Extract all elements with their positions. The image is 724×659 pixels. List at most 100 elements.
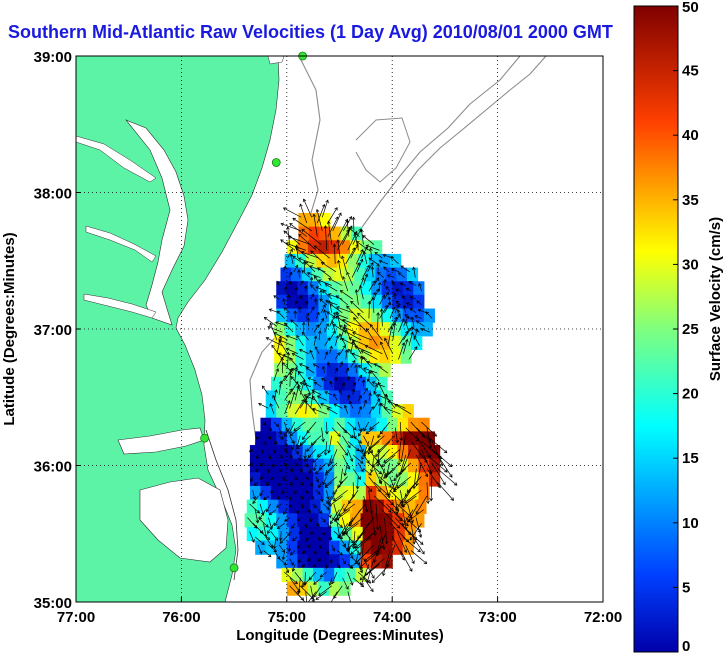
velocity-arrow [301, 229, 322, 245]
velocity-arrowhead [307, 377, 312, 381]
velocity-arrowhead [285, 334, 290, 339]
velocity-cell [396, 267, 408, 282]
velocity-arrow [373, 277, 379, 286]
velocity-arrowhead [312, 363, 317, 367]
velocity-arrowhead [387, 471, 391, 475]
velocity-cell [323, 472, 335, 487]
velocity-arrowhead [428, 445, 433, 449]
velocity-arrow [279, 427, 282, 435]
velocity-arrow [259, 509, 266, 520]
velocity-arrowhead [313, 275, 318, 280]
velocity-arrowhead [383, 407, 388, 411]
velocity-arrow [334, 335, 339, 346]
velocity-arrowhead [315, 596, 320, 600]
velocity-cell [318, 581, 330, 596]
velocity-arrow [401, 495, 417, 508]
velocity-arrow [352, 482, 355, 497]
velocity-arrowhead [326, 500, 330, 504]
velocity-arrow [313, 214, 318, 237]
velocity-arrow [315, 476, 319, 483]
x-tick-label: 76:00 [162, 609, 200, 626]
velocity-arrowhead [312, 407, 316, 412]
velocity-arrowhead [314, 551, 318, 556]
velocity-arrowhead [383, 475, 387, 479]
velocity-arrow [299, 454, 301, 461]
velocity-arrow [407, 503, 414, 523]
velocity-cell [376, 417, 388, 432]
velocity-arrowhead [401, 295, 405, 299]
velocity-cell [295, 349, 307, 364]
velocity-arrowhead [349, 458, 354, 462]
velocity-arrowhead [287, 294, 291, 298]
velocity-arrow [375, 503, 379, 530]
velocity-cell [334, 472, 346, 487]
velocity-arrowhead [289, 223, 293, 227]
velocity-arrow [426, 468, 441, 488]
velocity-arrow [341, 435, 351, 448]
velocity-arrowhead [377, 281, 382, 286]
velocity-cell [307, 431, 320, 446]
velocity-cell [371, 240, 383, 255]
velocity-arrowhead [323, 225, 328, 229]
velocity-arrow [318, 482, 322, 488]
velocity-cell [297, 540, 309, 555]
velocity-arrowhead [409, 568, 413, 572]
velocity-arrowhead [320, 317, 325, 322]
velocity-arrow [371, 266, 374, 278]
velocity-arrow [332, 212, 342, 232]
velocity-cell [355, 472, 367, 487]
velocity-arrowhead [289, 248, 293, 253]
bathymetry-contour [401, 56, 547, 193]
x-axis-ticks: 77:00 76:00 75:00 74:00 73:00 72:00 [57, 597, 622, 626]
velocity-arrow [402, 509, 407, 530]
velocity-arrowhead [333, 595, 337, 599]
velocity-arrowhead [356, 561, 361, 565]
velocity-arrowhead [332, 243, 337, 248]
velocity-arrow [266, 337, 283, 347]
velocity-arrowhead [329, 602, 332, 605]
velocity-arrow [398, 342, 405, 360]
velocity-arrowhead [315, 324, 319, 328]
velocity-arrowhead [252, 496, 257, 500]
velocity-arrowhead [413, 335, 417, 339]
velocity-arrowhead [371, 579, 376, 584]
velocity-cell [371, 294, 383, 310]
velocity-arrowhead [292, 255, 296, 260]
velocity-arrow [360, 356, 363, 368]
velocity-cell [274, 322, 286, 337]
velocity-arrowhead [341, 255, 345, 260]
velocity-arrowhead [377, 381, 381, 386]
velocity-arrow [333, 393, 338, 401]
velocity-arrow [275, 321, 288, 327]
velocity-arrow [357, 312, 373, 327]
velocity-arrowhead [377, 449, 381, 453]
velocity-arrow [306, 367, 315, 374]
velocity-cell [270, 376, 283, 392]
velocity-arrow [335, 377, 338, 382]
velocity-arrowhead [259, 492, 263, 497]
velocity-arrowhead [282, 207, 287, 211]
velocity-arrow [320, 304, 326, 313]
velocity-cell [276, 554, 288, 569]
velocity-arrowhead [288, 280, 292, 285]
velocity-arrowhead [300, 482, 304, 486]
velocity-arrow [289, 223, 307, 237]
velocity-arrowhead [395, 439, 400, 444]
velocity-arrowhead [414, 346, 418, 350]
velocity-cell [328, 431, 341, 446]
velocity-arrowhead [329, 380, 333, 385]
velocity-arrowhead [412, 540, 416, 545]
velocity-cell [371, 540, 383, 555]
velocity-arrow [377, 272, 384, 278]
velocity-arrowhead [366, 264, 370, 269]
velocity-cell [360, 404, 372, 419]
velocity-arrowhead [296, 544, 301, 549]
velocity-arrowhead [271, 463, 276, 468]
velocity-arrowhead [317, 537, 321, 542]
velocity-arrowhead [414, 315, 418, 319]
velocity-arrowhead [396, 525, 401, 529]
velocity-arrow [347, 449, 353, 462]
velocity-cell [328, 281, 341, 296]
velocity-arrowhead [315, 208, 320, 213]
velocity-arrow [305, 523, 307, 528]
